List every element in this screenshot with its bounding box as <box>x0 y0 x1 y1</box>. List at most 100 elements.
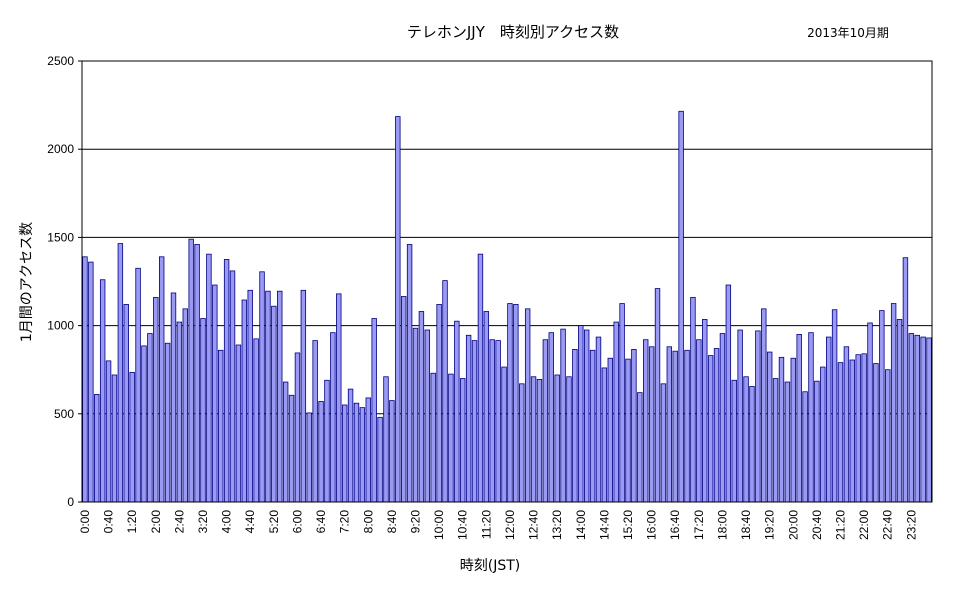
bar <box>158 256 165 503</box>
x-tick-label: 20:00 <box>786 510 800 540</box>
bar <box>566 376 572 503</box>
bar <box>778 356 785 503</box>
bar <box>153 296 159 503</box>
x-tick-label: 8:40 <box>385 510 399 534</box>
x-tick-label: 2:40 <box>172 510 186 534</box>
x-tick-label: 7:20 <box>338 510 352 534</box>
bar <box>353 402 360 503</box>
y-tick-label: 0 <box>67 495 74 509</box>
bar <box>702 319 708 503</box>
bar <box>613 321 619 503</box>
bar <box>182 308 188 503</box>
bar <box>442 280 448 503</box>
bar <box>507 303 513 503</box>
bar <box>200 318 206 503</box>
bar <box>690 296 696 503</box>
bar <box>648 346 655 503</box>
bar <box>330 332 336 503</box>
bar <box>749 386 755 503</box>
bar <box>855 354 861 503</box>
bar <box>595 336 602 503</box>
bar <box>737 329 743 503</box>
bar <box>495 340 501 503</box>
bar <box>719 333 726 503</box>
bar <box>412 327 419 503</box>
bar <box>914 334 920 503</box>
x-tick-label: 1:20 <box>125 510 139 534</box>
bar <box>572 349 578 503</box>
bar <box>424 329 431 503</box>
x-tick-label: 6:00 <box>290 510 304 534</box>
bar <box>826 336 832 503</box>
bar <box>483 311 490 503</box>
gridlines <box>82 148 932 415</box>
x-tick-label: 4:40 <box>243 510 257 534</box>
y-axis-label: 1月間のアクセス数 <box>19 222 35 342</box>
bar <box>837 362 844 503</box>
bar <box>524 308 531 503</box>
bar <box>643 339 649 503</box>
x-tick-label: 14:00 <box>574 510 588 540</box>
bar <box>247 289 253 503</box>
bar <box>460 378 466 503</box>
bar <box>660 383 667 503</box>
x-tick-label: 9:20 <box>409 510 423 534</box>
bar <box>465 334 472 503</box>
bar <box>766 351 773 503</box>
bar <box>542 339 549 503</box>
bar <box>383 376 389 503</box>
bar <box>607 357 613 503</box>
x-tick-label: 19:20 <box>763 510 777 540</box>
bar <box>454 320 460 503</box>
x-tick-label: 4:00 <box>220 510 234 534</box>
bar <box>229 270 236 503</box>
bar <box>885 369 891 503</box>
bar <box>99 279 106 503</box>
bar <box>341 404 348 503</box>
bar <box>377 416 383 503</box>
x-tick-label: 18:40 <box>739 510 753 540</box>
bar <box>282 381 289 503</box>
bar <box>867 322 873 503</box>
plot-area <box>82 61 932 502</box>
bar <box>300 289 307 503</box>
bar <box>583 329 590 503</box>
bar <box>873 363 879 503</box>
x-tick-label: 2:00 <box>149 510 163 534</box>
bar <box>170 292 177 503</box>
bar <box>436 304 442 503</box>
bar <box>589 349 596 503</box>
bar <box>223 259 230 503</box>
x-tick-label: 14:40 <box>597 510 611 540</box>
bar <box>288 394 295 503</box>
bar <box>536 378 543 503</box>
bar <box>389 400 395 503</box>
x-tick-label: 12:00 <box>503 510 517 540</box>
bar <box>477 253 484 503</box>
bar <box>713 348 720 503</box>
bar <box>105 360 112 503</box>
x-tick-label: 16:00 <box>645 510 659 540</box>
bar <box>761 308 767 503</box>
bar <box>843 346 850 503</box>
bar <box>619 303 625 503</box>
bar <box>554 374 560 503</box>
bar <box>601 367 608 503</box>
x-tick-label: 6:40 <box>314 510 328 534</box>
x-tick-label: 13:20 <box>550 510 564 540</box>
bar <box>206 253 212 503</box>
bar <box>684 349 690 503</box>
x-tick-label: 20:40 <box>810 510 824 540</box>
bar <box>448 373 454 503</box>
x-tick-label: 15:20 <box>621 510 635 540</box>
bar <box>111 374 118 503</box>
bar <box>796 334 802 503</box>
bar <box>672 350 678 503</box>
bar <box>666 346 673 503</box>
chart-title: テレホンJJY 時刻別アクセス数 <box>407 23 619 41</box>
bar <box>371 318 377 503</box>
bar <box>519 383 525 503</box>
x-axis-label: 時刻(JST) <box>460 558 521 574</box>
